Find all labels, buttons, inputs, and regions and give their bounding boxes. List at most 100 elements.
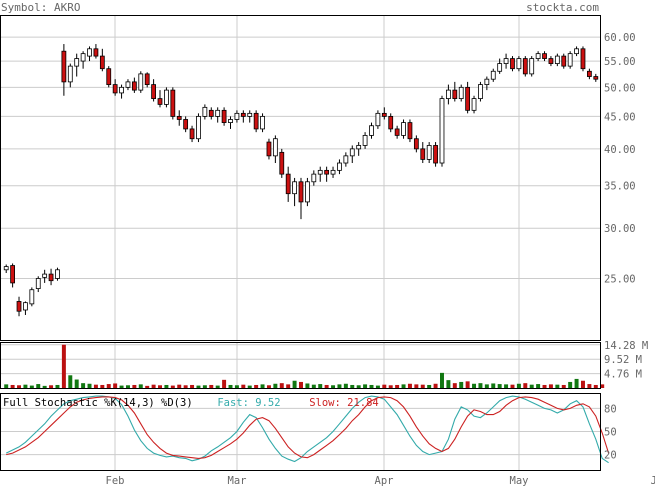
price-tick-label: 45.00 — [604, 111, 636, 123]
candle-down — [240, 112, 246, 117]
candle-down — [48, 273, 54, 282]
volume-bar — [497, 384, 502, 388]
candle-down — [433, 145, 438, 164]
volume-bar — [484, 384, 489, 388]
month-tick-label: Jun — [651, 475, 655, 486]
candle-up — [439, 98, 445, 164]
candle-up — [3, 266, 9, 271]
volume-bar — [164, 384, 169, 388]
panel-frames — [0, 15, 601, 471]
volume-bar — [177, 384, 182, 388]
volume-bar — [158, 385, 162, 388]
volume-bar — [548, 384, 553, 388]
candle-up — [503, 58, 509, 64]
volume-bar — [151, 384, 156, 388]
candle-down — [324, 169, 330, 175]
volume-bar — [375, 385, 380, 388]
volume-bar — [452, 383, 457, 388]
volume-bar — [433, 383, 438, 388]
volume-bar — [395, 384, 400, 388]
candle-up — [35, 278, 41, 289]
candle-down — [16, 301, 22, 312]
volume-bar — [420, 384, 425, 388]
candle-down — [522, 58, 528, 75]
volume-bar — [241, 384, 246, 388]
volume-bar — [10, 384, 15, 388]
candle-up — [337, 162, 342, 171]
candle-up — [490, 70, 496, 80]
candle-up — [369, 125, 374, 136]
candle-up — [516, 58, 522, 70]
volume-bar — [407, 383, 412, 388]
volume-tick-label: 4.76 M — [604, 369, 642, 381]
volume-bar — [292, 380, 297, 388]
volume-bar — [106, 384, 111, 388]
volume-bar — [125, 385, 130, 388]
month-tick-label: Apr — [375, 475, 394, 486]
candle-up — [458, 86, 464, 99]
volume-bar — [273, 383, 278, 388]
candle-up — [164, 89, 169, 105]
candle-up — [426, 145, 432, 160]
axis-labels: 60.00 55.00 50.00 45.00 40.00 35.00 30.00 25.00… — [106, 32, 655, 486]
month-tick-label: Mar — [228, 475, 247, 486]
volume-bar — [74, 379, 79, 388]
volume-bar — [81, 383, 86, 388]
candle-up — [535, 53, 541, 59]
volume-bar — [61, 344, 66, 388]
candle-down — [93, 48, 99, 57]
volume-bar — [478, 383, 483, 388]
stochastic-tick-label: 20 — [604, 450, 617, 462]
volume-bar — [401, 384, 406, 388]
candle-up — [23, 302, 28, 311]
candle-up — [349, 148, 355, 157]
volume-bar — [228, 384, 233, 388]
stochastic-panel — [5, 395, 610, 464]
volume-bar — [459, 381, 464, 388]
volume-bar — [369, 384, 374, 388]
volume-bar — [446, 380, 451, 388]
candle-down — [279, 151, 285, 175]
volume-bar — [536, 384, 541, 388]
volume-bar — [561, 384, 566, 388]
volume-bar — [343, 383, 348, 388]
price-tick-label: 60.00 — [604, 32, 636, 44]
candle-up — [292, 181, 297, 195]
slow-label: Slow: 21.84 — [309, 397, 379, 409]
volume-bar — [260, 384, 265, 388]
volume-bar — [254, 384, 259, 388]
candle-up — [215, 109, 221, 117]
volume-bar — [440, 372, 444, 388]
volume-bar — [279, 383, 284, 388]
volume-bar — [414, 384, 419, 388]
candle-up — [529, 58, 535, 75]
candle-down — [593, 76, 599, 80]
price-panel — [3, 44, 599, 317]
volume-bar — [504, 384, 509, 388]
volume-bar — [580, 380, 585, 388]
volume-tick-label: 14.28 M — [604, 340, 648, 352]
volume-bar — [87, 383, 92, 388]
volume-bar — [356, 385, 361, 388]
candle-up — [343, 155, 349, 164]
candle-down — [465, 86, 471, 111]
volume-bar — [42, 385, 47, 388]
volume-bar — [286, 384, 291, 388]
month-tick-label: May — [510, 475, 529, 486]
volume-bar — [305, 383, 310, 388]
candle-up — [234, 112, 240, 120]
candle-down — [388, 115, 394, 130]
candle-up — [375, 112, 381, 127]
volume-bar — [491, 383, 496, 388]
candle-up — [29, 289, 35, 305]
price-tick-label: 35.00 — [604, 181, 636, 193]
volume-bar — [132, 384, 137, 388]
candle-up — [305, 181, 310, 203]
volume-bar — [247, 385, 252, 388]
price-panel-border — [0, 15, 601, 341]
volume-bar — [113, 383, 118, 388]
candle-up — [471, 98, 477, 111]
candle-down — [170, 89, 176, 117]
candle-down — [561, 55, 567, 67]
